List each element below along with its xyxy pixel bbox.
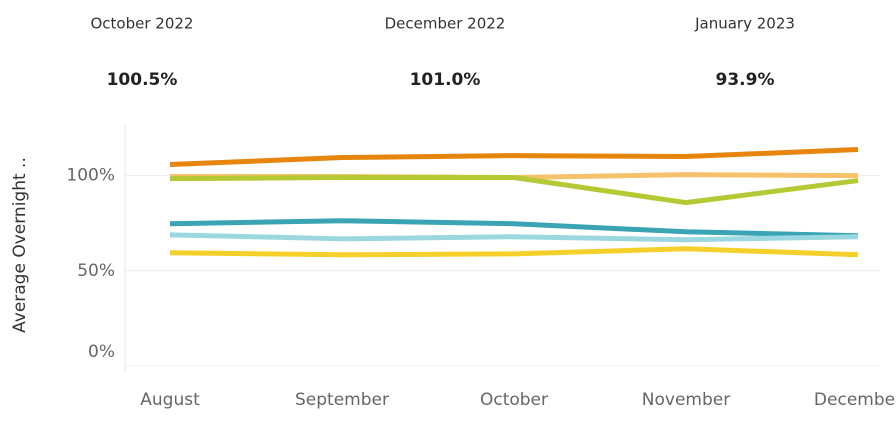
y-tick-label: 50% — [77, 261, 115, 281]
series-line — [169, 218, 859, 239]
x-tick-label: November — [642, 390, 730, 410]
y-axis-label: Average Overnight .. — [10, 157, 30, 333]
kpi-label: October 2022 — [91, 15, 194, 33]
kpi-value: 93.9% — [716, 70, 775, 90]
x-tick-label: August — [140, 390, 200, 410]
series-line — [169, 246, 859, 258]
kpi-label: January 2023 — [694, 15, 795, 33]
kpi-value: 101.0% — [410, 70, 481, 90]
y-tick-label: 100% — [66, 166, 115, 186]
series-line — [169, 232, 859, 243]
x-tick-label: December — [814, 390, 896, 410]
x-tick-label: October — [480, 390, 548, 410]
kpi-value: 100.5% — [107, 70, 178, 90]
y-tick-label: 0% — [88, 342, 115, 362]
kpi-label: December 2022 — [385, 15, 506, 33]
series-line — [169, 147, 859, 168]
series-line — [169, 175, 859, 206]
x-tick-label: September — [295, 390, 389, 410]
